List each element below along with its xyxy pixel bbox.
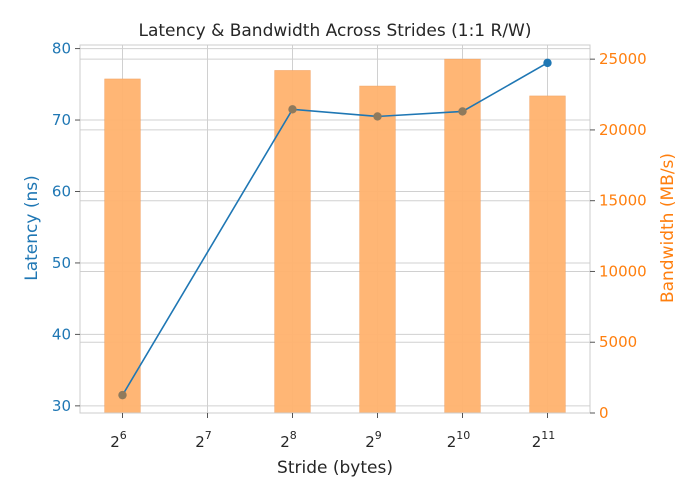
axes: 30 40 50 60 70 80 0 5000 10000 15000 20000 25000 26 2… [52,40,647,451]
y-right-tick-label: 0 [599,404,609,422]
x-tick-label: 211 [532,429,556,451]
y-left-tick-label: 80 [52,40,71,58]
latency-point [288,105,297,114]
x-axis-label: Stride (bytes) [277,458,393,478]
x-tick-label: 29 [365,429,382,451]
bandwidth-bar [444,58,481,414]
x-tick-label: 28 [280,429,297,451]
x-tick-label: 27 [195,429,212,451]
y-right-tick-label: 25000 [599,50,647,68]
y-left-tick-label: 30 [52,397,71,415]
y-right-tick-label: 20000 [599,121,647,139]
y-right-tick-label: 15000 [599,192,647,210]
bandwidth-bar [529,95,566,414]
latency-point [543,58,552,68]
bandwidth-bar [359,85,396,414]
grid [80,45,590,414]
x-tick-label: 26 [110,429,127,451]
plot-frame [79,44,591,414]
y-left-axis-label: Latency (ns) [22,175,42,281]
bandwidth-bar [104,78,141,414]
y-right-tick-label: 5000 [599,333,637,351]
y-left-tick-label: 40 [52,325,71,343]
latency-series-line [121,62,548,396]
bandwidth-bar [274,70,311,414]
chart-title: Latency & Bandwidth Across Strides (1:1 … [138,21,531,41]
y-right-tick-label: 10000 [599,262,647,280]
bars [104,58,566,414]
y-right-axis-label: Bandwidth (MB/s) [658,153,678,303]
y-left-tick-label: 50 [52,254,71,272]
x-tick-label: 210 [447,429,471,451]
y-left-tick-label: 70 [52,111,71,129]
plot-border [79,44,591,414]
latency-line [118,58,552,400]
latency-point [373,112,382,121]
y-left-tick-label: 60 [52,182,71,200]
latency-point [118,390,127,400]
latency-point [458,107,467,116]
